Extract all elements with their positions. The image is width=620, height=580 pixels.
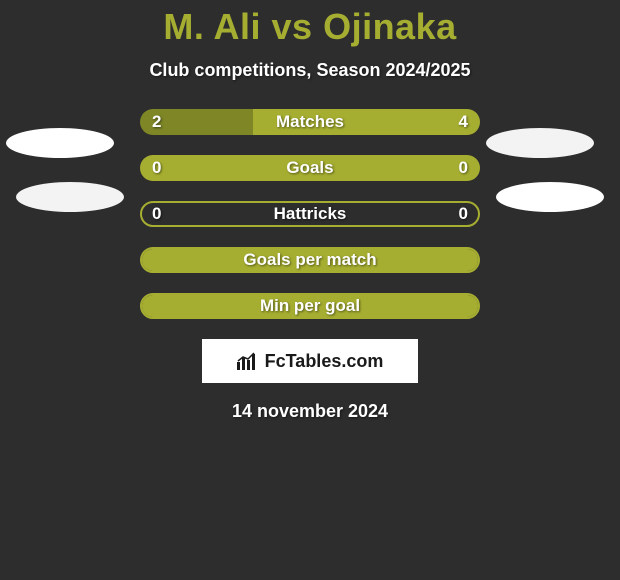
- brand-card: FcTables.com: [202, 339, 418, 383]
- stat-value-right: 4: [459, 109, 468, 135]
- generation-date: 14 november 2024: [0, 401, 620, 422]
- stat-row: Goals per match: [140, 247, 480, 273]
- stat-label: Goals: [140, 155, 480, 181]
- barchart-icon: [237, 352, 259, 370]
- stat-value-right: 0: [459, 155, 468, 181]
- stat-row: Min per goal: [140, 293, 480, 319]
- stat-label: Min per goal: [140, 293, 480, 319]
- club-badge-left-2: [16, 182, 124, 212]
- stat-value-left: 0: [152, 155, 161, 181]
- club-badge-right-1: [486, 128, 594, 158]
- stat-value-left: 2: [152, 109, 161, 135]
- stat-label: Hattricks: [140, 201, 480, 227]
- stat-row: Hattricks0 0: [140, 201, 480, 227]
- stat-row: Goals0 0: [140, 155, 480, 181]
- stat-label: Goals per match: [140, 247, 480, 273]
- page-title: M. Ali vs Ojinaka: [0, 6, 620, 48]
- club-badge-left-1: [6, 128, 114, 158]
- stat-label: Matches: [140, 109, 480, 135]
- brand-text: FcTables.com: [265, 351, 384, 372]
- stat-row: Matches2 4: [140, 109, 480, 135]
- stat-value-right: 0: [459, 201, 468, 227]
- page-subtitle: Club competitions, Season 2024/2025: [0, 60, 620, 81]
- stat-value-left: 0: [152, 201, 161, 227]
- club-badge-right-2: [496, 182, 604, 212]
